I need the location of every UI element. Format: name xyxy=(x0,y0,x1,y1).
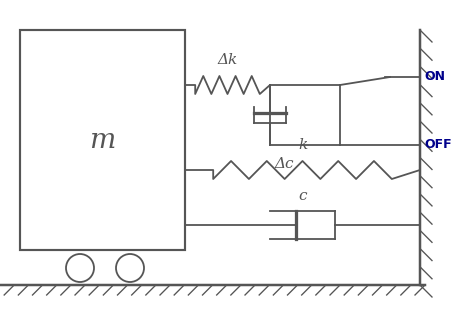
Text: OFF: OFF xyxy=(423,139,451,152)
Text: Δc: Δc xyxy=(274,157,293,171)
Text: Δk: Δk xyxy=(217,53,237,67)
Text: k: k xyxy=(297,138,307,152)
Text: ON: ON xyxy=(423,70,444,83)
Text: m: m xyxy=(89,126,115,153)
Text: c: c xyxy=(297,189,306,203)
Bar xyxy=(20,30,185,250)
